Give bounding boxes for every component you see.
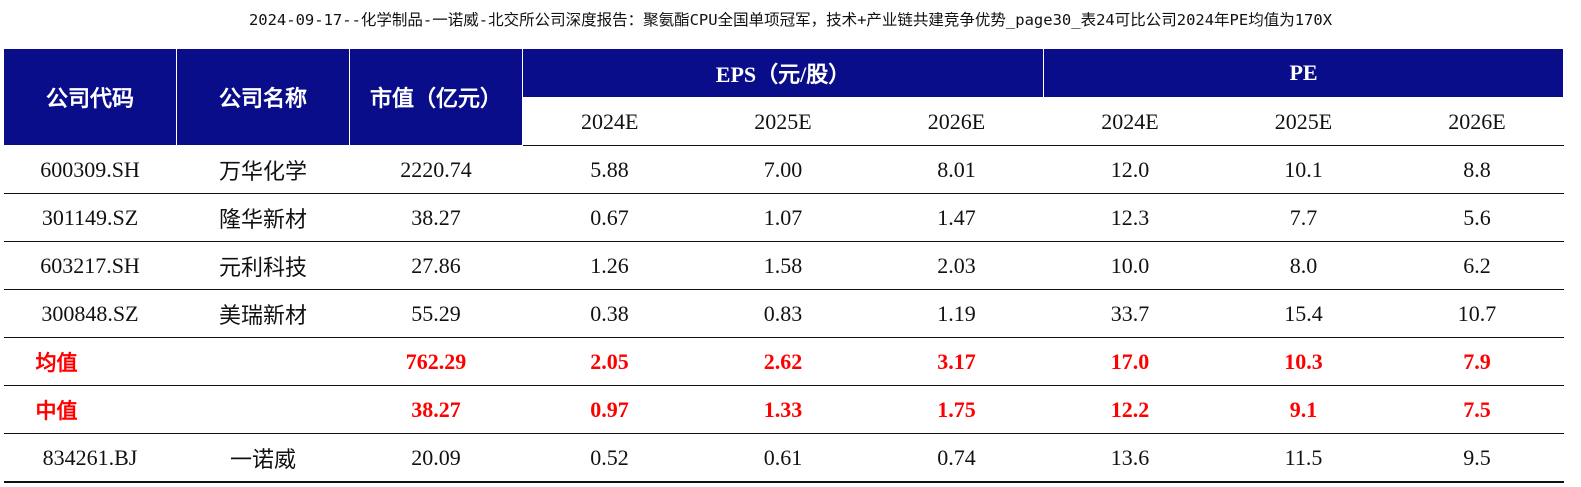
eps-2026e-cell: 2.03 — [869, 241, 1044, 290]
pe-2025e-cell: 15.4 — [1216, 289, 1391, 338]
eps-2025e-cell: 0.61 — [696, 433, 870, 483]
table-row: 300848.SZ 美瑞新材 55.29 0.38 0.83 1.19 33.7… — [3, 289, 1564, 338]
eps-2024e-cell: 0.38 — [522, 289, 697, 338]
eps-2024e-cell: 0.67 — [522, 193, 697, 242]
company-code-cell: 300848.SZ — [3, 289, 177, 338]
eps-2025e-cell: 0.83 — [696, 289, 870, 338]
header-eps-2025e: 2025E — [696, 97, 870, 146]
eps-2025e-cell: 2.62 — [696, 337, 870, 386]
pe-2024e-cell: 10.0 — [1043, 241, 1217, 290]
company-code-cell: 301149.SZ — [3, 193, 177, 242]
eps-2025e-cell: 7.00 — [696, 145, 870, 194]
company-name-cell: 美瑞新材 — [176, 289, 350, 338]
table-row: 301149.SZ 隆华新材 38.27 0.67 1.07 1.47 12.3… — [3, 193, 1564, 242]
market-cap-cell: 38.27 — [349, 193, 523, 242]
header-company-code: 公司代码 — [3, 48, 177, 146]
company-name-cell: 万华化学 — [176, 145, 350, 194]
company-code-cell: 603217.SH — [3, 241, 177, 290]
company-name-cell: 元利科技 — [176, 241, 350, 290]
market-cap-cell: 38.27 — [349, 385, 523, 434]
pe-2025e-cell: 11.5 — [1216, 433, 1391, 483]
pe-2026e-cell: 6.2 — [1390, 241, 1564, 290]
eps-2026e-cell: 3.17 — [869, 337, 1044, 386]
eps-2026e-cell: 1.19 — [869, 289, 1044, 338]
eps-2024e-cell: 2.05 — [522, 337, 697, 386]
header-eps-group: EPS（元/股） — [522, 48, 1044, 98]
company-code-cell: 600309.SH — [3, 145, 177, 194]
pe-2024e-cell: 12.0 — [1043, 145, 1217, 194]
header-pe-2025e: 2025E — [1216, 97, 1391, 146]
market-cap-cell: 55.29 — [349, 289, 523, 338]
company-code-cell: 834261.BJ — [3, 433, 177, 483]
eps-2025e-cell: 1.33 — [696, 385, 870, 434]
market-cap-cell: 762.29 — [349, 337, 523, 386]
pe-2025e-cell: 7.7 — [1216, 193, 1391, 242]
header-group-row: 公司代码 公司名称 市值（亿元） EPS（元/股） PE — [3, 48, 1565, 146]
pe-2026e-cell: 7.5 — [1390, 385, 1564, 434]
mean-row: 均值 762.29 2.05 2.62 3.17 17.0 10.3 7.9 — [3, 337, 1564, 386]
eps-2024e-cell: 1.26 — [522, 241, 697, 290]
pe-2026e-cell: 8.8 — [1390, 145, 1564, 194]
header-pe-2026e: 2026E — [1390, 97, 1564, 146]
company-name-cell: 隆华新材 — [176, 193, 350, 242]
pe-2026e-cell: 7.9 — [1390, 337, 1564, 386]
eps-2024e-cell: 5.88 — [522, 145, 697, 194]
eps-2026e-cell: 0.74 — [869, 433, 1044, 483]
table-row: 600309.SH 万华化学 2220.74 5.88 7.00 8.01 12… — [3, 145, 1564, 194]
header-eps-2024e: 2024E — [522, 97, 697, 146]
pe-2025e-cell: 8.0 — [1216, 241, 1391, 290]
eps-2025e-cell: 1.07 — [696, 193, 870, 242]
header-pe-2024e: 2024E — [1043, 97, 1217, 146]
pe-2026e-cell: 10.7 — [1390, 289, 1564, 338]
mean-label: 均值 — [3, 337, 350, 386]
table-row: 603217.SH 元利科技 27.86 1.26 1.58 2.03 10.0… — [3, 241, 1564, 290]
company-name-cell: 一诺威 — [176, 433, 350, 483]
pe-2025e-cell: 9.1 — [1216, 385, 1391, 434]
median-row: 中值 38.27 0.97 1.33 1.75 12.2 9.1 7.5 — [3, 385, 1564, 434]
header-eps-2026e: 2026E — [869, 97, 1044, 146]
pe-2026e-cell: 5.6 — [1390, 193, 1564, 242]
market-cap-cell: 27.86 — [349, 241, 523, 290]
eps-2024e-cell: 0.52 — [522, 433, 697, 483]
header-market-cap: 市值（亿元） — [349, 48, 523, 146]
eps-2026e-cell: 1.75 — [869, 385, 1044, 434]
header-year-row: 2024E 2025E 2026E 2024E 2025E 2026E — [4, 97, 1564, 146]
document-title: 2024-09-17--化学制品-一诺威-北交所公司深度报告：聚氨酯CPU全国单… — [248, 11, 1333, 29]
pe-2024e-cell: 12.2 — [1043, 385, 1217, 434]
eps-2024e-cell: 0.97 — [522, 385, 697, 434]
comparable-companies-table: 公司代码 公司名称 市值（亿元） EPS（元/股） PE 2024E 2025E… — [3, 48, 1565, 483]
median-label: 中值 — [3, 385, 350, 434]
pe-2024e-cell: 33.7 — [1043, 289, 1217, 338]
pe-2025e-cell: 10.3 — [1216, 337, 1391, 386]
eps-2025e-cell: 1.58 — [696, 241, 870, 290]
market-cap-cell: 2220.74 — [349, 145, 523, 194]
header-company-name: 公司名称 — [176, 48, 350, 146]
eps-2026e-cell: 1.47 — [869, 193, 1044, 242]
target-company-row: 834261.BJ 一诺威 20.09 0.52 0.61 0.74 13.6 … — [3, 433, 1564, 483]
pe-2024e-cell: 12.3 — [1043, 193, 1217, 242]
pe-2026e-cell: 9.5 — [1390, 433, 1564, 483]
pe-2024e-cell: 17.0 — [1043, 337, 1217, 386]
market-cap-cell: 20.09 — [349, 433, 523, 483]
header-pe-group: PE — [1042, 48, 1565, 98]
pe-2025e-cell: 10.1 — [1216, 145, 1391, 194]
pe-2024e-cell: 13.6 — [1043, 433, 1217, 483]
eps-2026e-cell: 8.01 — [869, 145, 1044, 194]
